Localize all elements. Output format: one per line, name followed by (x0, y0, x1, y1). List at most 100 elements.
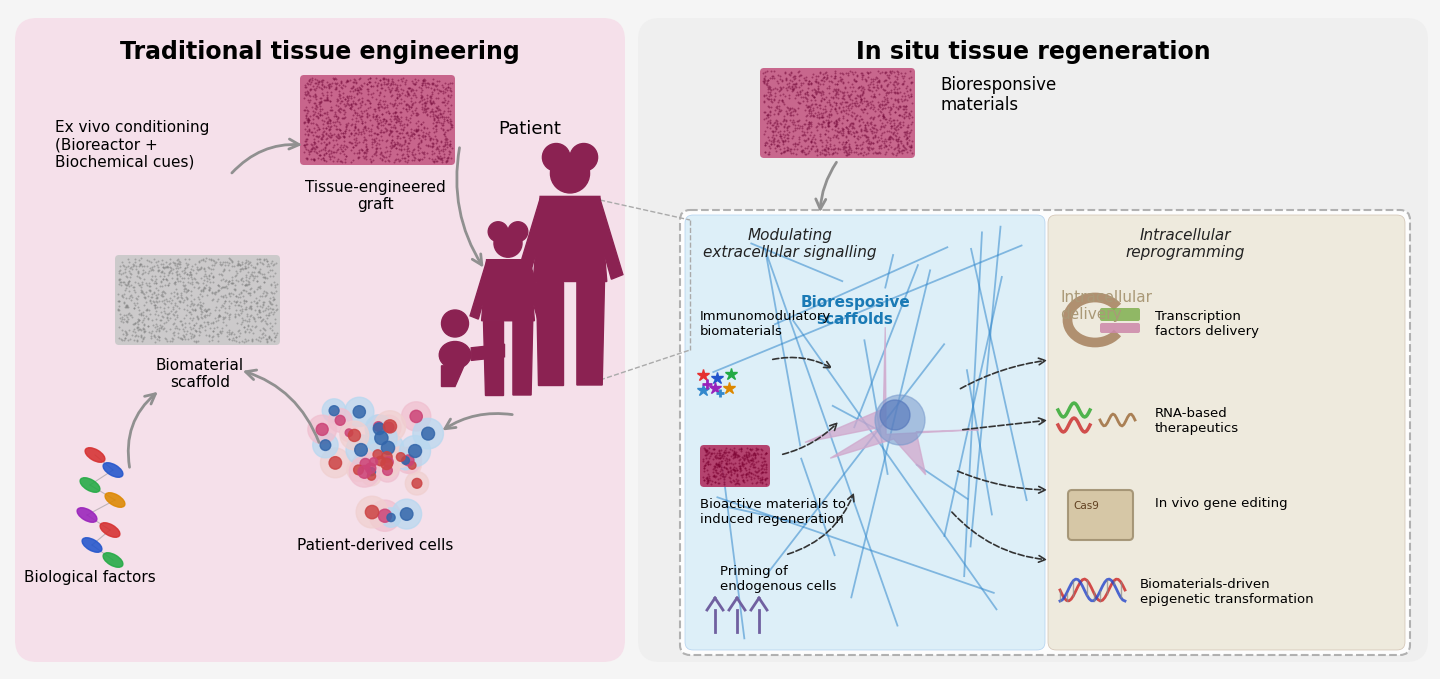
Point (310, 83, 333, 94)
Point (819, 109, 842, 120)
Point (258, 331, 281, 342)
Point (372, 151, 395, 162)
Point (703, 465, 726, 476)
Point (410, 98, 433, 109)
Point (778, 146, 801, 157)
Point (693, 460, 716, 471)
Point (160, 265, 183, 276)
Point (804, 138, 827, 149)
Point (881, 129, 904, 140)
Point (772, 132, 795, 143)
Point (193, 310, 216, 320)
Point (301, 75, 324, 86)
Point (780, 126, 804, 136)
Point (864, 84, 887, 95)
Point (186, 300, 209, 311)
Point (786, 96, 809, 107)
Point (171, 297, 194, 308)
Point (799, 94, 822, 105)
Point (868, 106, 891, 117)
Point (111, 276, 134, 287)
Point (124, 327, 147, 337)
Point (743, 450, 766, 461)
Point (318, 115, 341, 126)
Point (157, 296, 180, 307)
Point (402, 84, 425, 95)
Point (242, 275, 265, 286)
Point (302, 153, 325, 164)
Point (183, 330, 206, 341)
Point (143, 301, 166, 312)
Point (187, 278, 210, 289)
Point (137, 320, 160, 331)
Point (202, 326, 225, 337)
Point (870, 128, 893, 139)
Point (292, 140, 315, 151)
Point (867, 141, 890, 152)
Point (196, 317, 219, 328)
Point (743, 447, 766, 458)
Point (762, 130, 785, 141)
Point (184, 318, 207, 329)
Point (213, 311, 236, 322)
Point (302, 88, 325, 99)
Point (886, 128, 909, 139)
Circle shape (312, 433, 338, 458)
Point (439, 90, 462, 100)
Point (344, 128, 367, 139)
Point (366, 113, 389, 124)
Point (226, 276, 249, 287)
Point (724, 448, 747, 459)
Point (431, 156, 454, 167)
Point (796, 122, 819, 133)
Point (438, 146, 461, 157)
Point (428, 153, 451, 164)
Point (863, 120, 886, 130)
Point (379, 113, 402, 124)
Point (838, 118, 861, 129)
Point (331, 80, 354, 91)
Point (154, 274, 177, 285)
Point (370, 125, 393, 136)
Point (372, 82, 395, 93)
Point (868, 141, 891, 151)
Point (213, 312, 236, 323)
Point (780, 119, 804, 130)
Point (405, 103, 428, 113)
Point (177, 285, 200, 295)
Point (302, 106, 325, 117)
Point (863, 88, 886, 99)
Point (750, 467, 773, 478)
Point (880, 115, 903, 126)
Point (311, 126, 334, 137)
Point (108, 295, 131, 306)
Point (887, 139, 910, 150)
Point (397, 132, 420, 143)
Text: Intracellular
delivery: Intracellular delivery (1060, 290, 1152, 323)
Point (412, 74, 435, 85)
Point (765, 115, 788, 126)
Point (143, 331, 166, 342)
Point (755, 459, 778, 470)
Point (416, 139, 439, 150)
Point (707, 448, 730, 459)
Point (834, 108, 857, 119)
Point (805, 145, 828, 156)
Point (393, 153, 416, 164)
Point (374, 126, 397, 136)
Point (222, 329, 245, 340)
Point (338, 100, 361, 111)
Point (422, 109, 445, 120)
Point (878, 115, 901, 126)
Point (225, 291, 248, 301)
Point (855, 126, 878, 136)
Point (228, 305, 251, 316)
Point (851, 116, 874, 127)
Point (383, 139, 406, 149)
Point (818, 120, 841, 131)
Point (782, 83, 805, 94)
Point (400, 98, 423, 109)
Point (809, 112, 832, 123)
Point (888, 83, 912, 94)
Point (317, 130, 340, 141)
